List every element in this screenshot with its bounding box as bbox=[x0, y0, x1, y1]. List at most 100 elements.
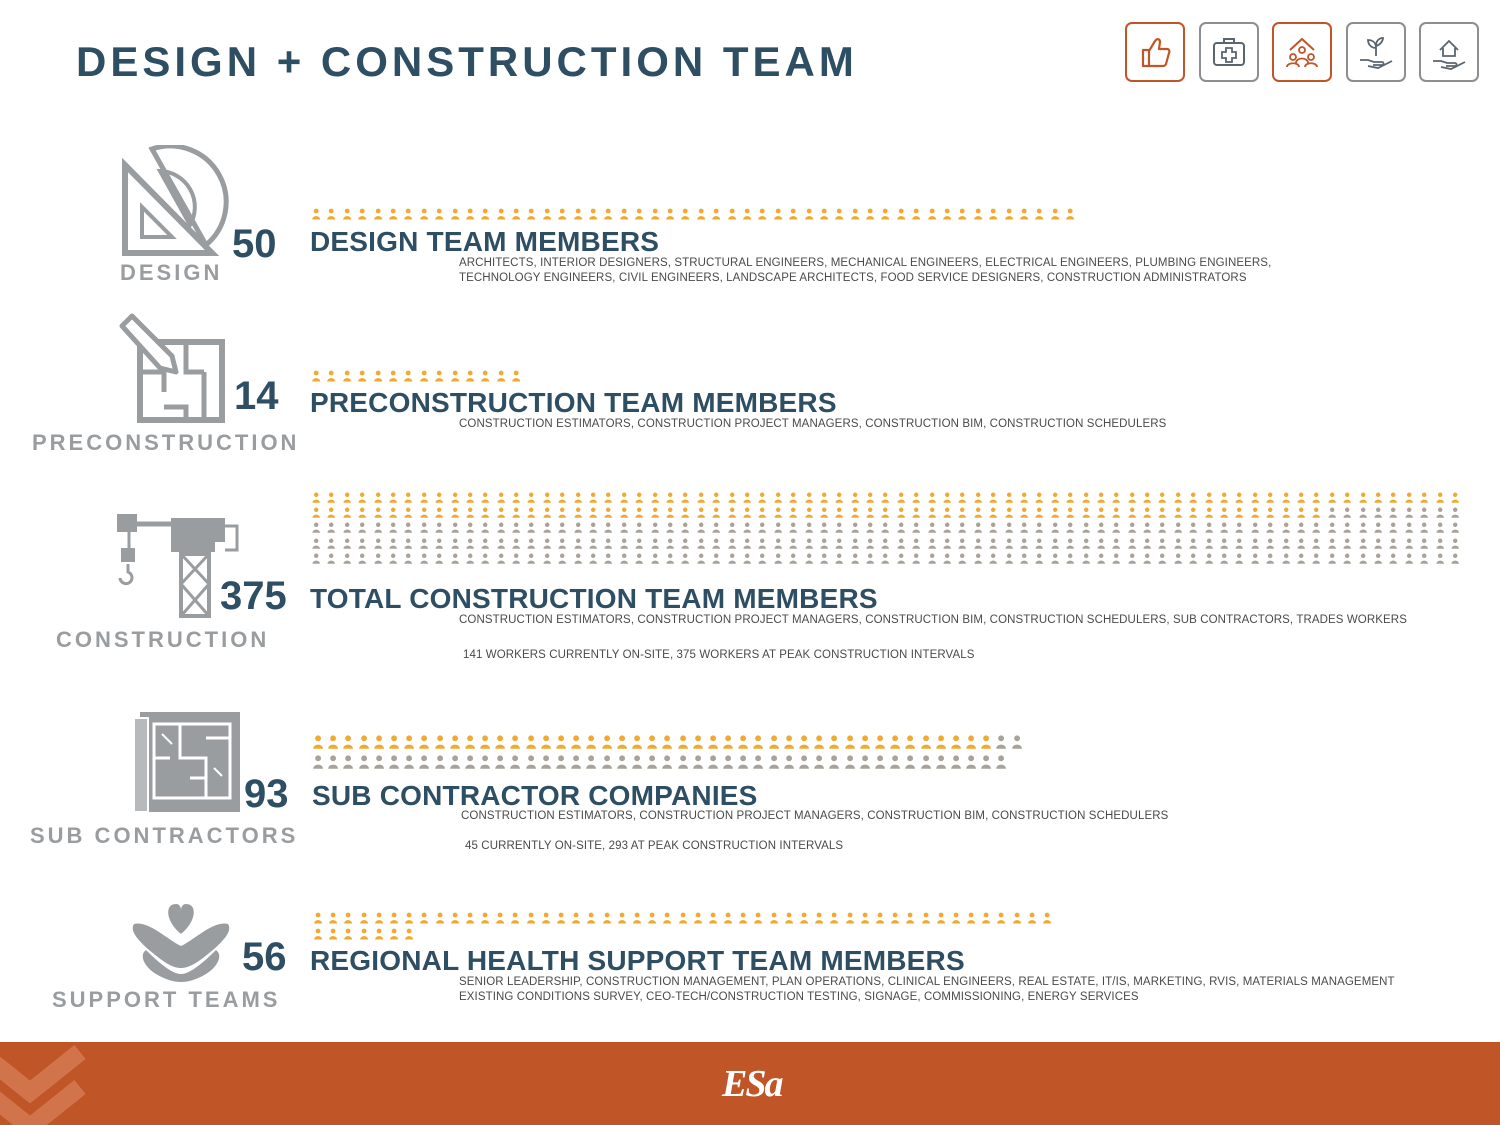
person-icon bbox=[820, 553, 828, 564]
person-icon-highlighted bbox=[496, 370, 505, 382]
person-icon bbox=[571, 755, 582, 769]
person-icon-highlighted bbox=[921, 912, 930, 924]
person-icon bbox=[743, 538, 751, 549]
person-icon bbox=[920, 755, 931, 769]
person-icon-highlighted bbox=[1097, 507, 1105, 518]
construction-count: 375 bbox=[220, 574, 287, 618]
person-icon bbox=[574, 522, 582, 534]
person-icon-highlighted bbox=[651, 492, 659, 503]
person-icon-highlighted bbox=[373, 735, 384, 749]
person-icon-highlighted bbox=[912, 208, 921, 220]
person-icon-highlighted bbox=[327, 507, 336, 518]
person-icon-highlighted bbox=[635, 492, 644, 503]
person-icon-highlighted bbox=[1035, 507, 1044, 518]
person-icon-highlighted bbox=[481, 208, 490, 220]
person-icon bbox=[1112, 553, 1121, 564]
person-icon-highlighted bbox=[804, 492, 813, 503]
person-icon-highlighted bbox=[543, 507, 551, 518]
person-icon bbox=[875, 755, 885, 769]
person-icon bbox=[620, 538, 628, 549]
person-icon bbox=[728, 553, 736, 564]
person-icon-highlighted bbox=[928, 507, 936, 518]
person-icon bbox=[1297, 522, 1305, 534]
person-icon-highlighted bbox=[389, 735, 399, 749]
person-icon-highlighted bbox=[604, 208, 613, 220]
person-icon bbox=[373, 755, 384, 769]
person-icon bbox=[835, 538, 844, 549]
person-icon bbox=[996, 735, 1007, 749]
person-icon-highlighted bbox=[1043, 912, 1052, 924]
person-icon-highlighted bbox=[859, 735, 870, 749]
person-icon-highlighted bbox=[789, 507, 798, 518]
person-icon bbox=[881, 538, 890, 549]
person-icon-highlighted bbox=[1005, 492, 1013, 503]
person-icon bbox=[829, 755, 840, 769]
person-icon bbox=[1020, 553, 1028, 564]
person-icon bbox=[1251, 522, 1259, 534]
person-icon bbox=[789, 553, 798, 564]
person-icon-highlighted bbox=[604, 507, 613, 518]
person-icon-highlighted bbox=[450, 912, 459, 924]
person-icon-highlighted bbox=[587, 912, 596, 924]
person-icon-highlighted bbox=[891, 912, 900, 924]
person-icon bbox=[912, 538, 921, 549]
person-icon bbox=[712, 522, 721, 534]
person-icon-highlighted bbox=[465, 735, 475, 749]
person-icon bbox=[758, 538, 767, 549]
person-icon bbox=[466, 522, 474, 534]
person-icon-highlighted bbox=[573, 208, 582, 220]
person-icon bbox=[1128, 538, 1136, 549]
person-icon-highlighted bbox=[358, 370, 367, 382]
person-icon-highlighted bbox=[359, 912, 368, 924]
person-icon-highlighted bbox=[943, 492, 951, 503]
person-icon bbox=[1420, 507, 1429, 518]
person-icon bbox=[574, 553, 582, 564]
person-icon bbox=[1020, 538, 1028, 549]
person-icon-highlighted bbox=[495, 735, 506, 749]
person-icon-highlighted bbox=[512, 370, 521, 382]
medical-kit-icon bbox=[1199, 22, 1259, 82]
person-icon bbox=[851, 538, 859, 549]
person-icon bbox=[844, 755, 855, 769]
person-icon bbox=[1128, 522, 1136, 534]
person-icon-highlighted bbox=[374, 492, 382, 503]
person-icon-highlighted bbox=[974, 492, 982, 503]
person-icon-highlighted bbox=[481, 492, 490, 503]
person-icon-highlighted bbox=[374, 507, 382, 518]
person-icon-highlighted bbox=[466, 208, 475, 220]
person-icon-highlighted bbox=[712, 492, 721, 503]
person-icon bbox=[1435, 553, 1444, 564]
person-icon-highlighted bbox=[373, 370, 382, 382]
person-icon bbox=[1266, 553, 1275, 564]
person-icon-highlighted bbox=[754, 912, 763, 924]
person-icon bbox=[1220, 538, 1228, 549]
person-icon bbox=[905, 755, 916, 769]
person-icon bbox=[343, 755, 354, 769]
person-icon-highlighted bbox=[543, 492, 551, 503]
person-icon-highlighted bbox=[558, 507, 567, 518]
person-icon-highlighted bbox=[1251, 507, 1259, 518]
person-icon bbox=[1097, 538, 1105, 549]
person-icon bbox=[738, 755, 749, 769]
person-icon-highlighted bbox=[1020, 507, 1028, 518]
person-icon-highlighted bbox=[374, 928, 383, 940]
subcontractors-title: SUB CONTRACTOR COMPANIES bbox=[312, 780, 758, 811]
person-icon bbox=[799, 755, 809, 769]
person-icon bbox=[1359, 553, 1367, 564]
person-icon-highlighted bbox=[1027, 912, 1036, 924]
person-icon bbox=[1051, 553, 1059, 564]
person-icon-highlighted bbox=[1051, 507, 1059, 518]
person-icon-highlighted bbox=[966, 735, 977, 749]
person-icon-highlighted bbox=[571, 735, 582, 749]
support-people-icons bbox=[312, 912, 1056, 944]
person-icon bbox=[497, 538, 505, 549]
person-icon-highlighted bbox=[314, 912, 323, 924]
person-icon-highlighted bbox=[800, 912, 809, 924]
person-icon-highlighted bbox=[1174, 492, 1182, 503]
person-icon bbox=[1405, 553, 1413, 564]
person-icon-highlighted bbox=[481, 912, 490, 924]
person-icon-highlighted bbox=[526, 912, 535, 924]
person-icon-highlighted bbox=[1020, 492, 1028, 503]
person-icon-highlighted bbox=[435, 370, 444, 382]
person-icon bbox=[1328, 553, 1336, 564]
